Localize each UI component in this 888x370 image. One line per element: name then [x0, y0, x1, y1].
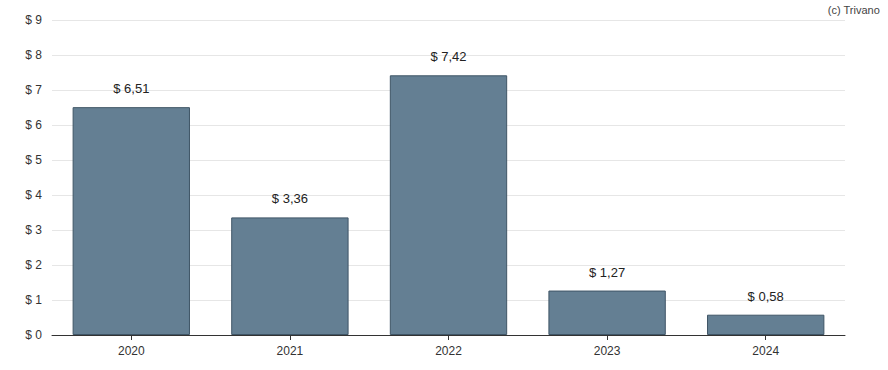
svg-text:2020: 2020 — [118, 344, 145, 358]
svg-text:$ 0,58: $ 0,58 — [748, 289, 784, 304]
svg-text:$ 3,36: $ 3,36 — [272, 191, 308, 206]
svg-text:$ 1,27: $ 1,27 — [589, 265, 625, 280]
svg-text:$ 5: $ 5 — [25, 153, 42, 167]
svg-text:$ 7: $ 7 — [25, 83, 42, 97]
svg-text:$ 4: $ 4 — [25, 188, 42, 202]
svg-text:$ 0: $ 0 — [25, 328, 42, 342]
svg-text:$ 6: $ 6 — [25, 118, 42, 132]
svg-text:$ 7,42: $ 7,42 — [430, 49, 466, 64]
svg-text:$ 9: $ 9 — [25, 13, 42, 27]
svg-text:(c) Trivano: (c) Trivano — [828, 4, 880, 16]
svg-text:2021: 2021 — [277, 344, 304, 358]
svg-text:2024: 2024 — [752, 344, 779, 358]
svg-text:$ 6,51: $ 6,51 — [113, 81, 149, 96]
svg-text:$ 3: $ 3 — [25, 223, 42, 237]
svg-text:2022: 2022 — [435, 344, 462, 358]
svg-text:$ 2: $ 2 — [25, 258, 42, 272]
svg-text:$ 8: $ 8 — [25, 48, 42, 62]
svg-text:2023: 2023 — [594, 344, 621, 358]
svg-text:$ 1: $ 1 — [25, 293, 42, 307]
